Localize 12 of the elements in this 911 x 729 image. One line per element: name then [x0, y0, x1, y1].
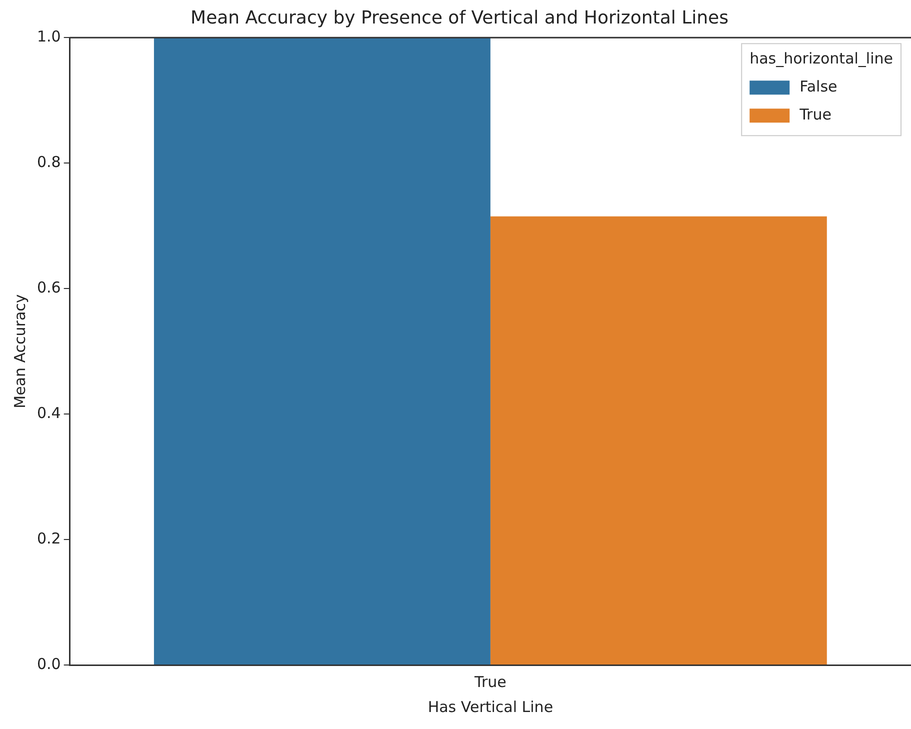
- y-tick-label: 0.0: [36, 654, 61, 673]
- y-tick-label: 1.0: [36, 27, 61, 46]
- y-tick-label: 0.8: [36, 152, 61, 171]
- y-tick-label: 0.4: [36, 404, 61, 422]
- legend-label: True: [798, 105, 832, 124]
- legend-label: False: [800, 77, 838, 96]
- chart-title: Mean Accuracy by Presence of Vertical and Horizontal Lines: [190, 7, 728, 28]
- y-tick-label: 0.6: [36, 278, 61, 296]
- y-axis-title: Mean Accuracy: [10, 294, 29, 408]
- y-tick-label: 0.2: [36, 529, 61, 548]
- legend-title: has_horizontal_line: [750, 49, 894, 68]
- x-axis-title: Has Vertical Line: [428, 698, 554, 716]
